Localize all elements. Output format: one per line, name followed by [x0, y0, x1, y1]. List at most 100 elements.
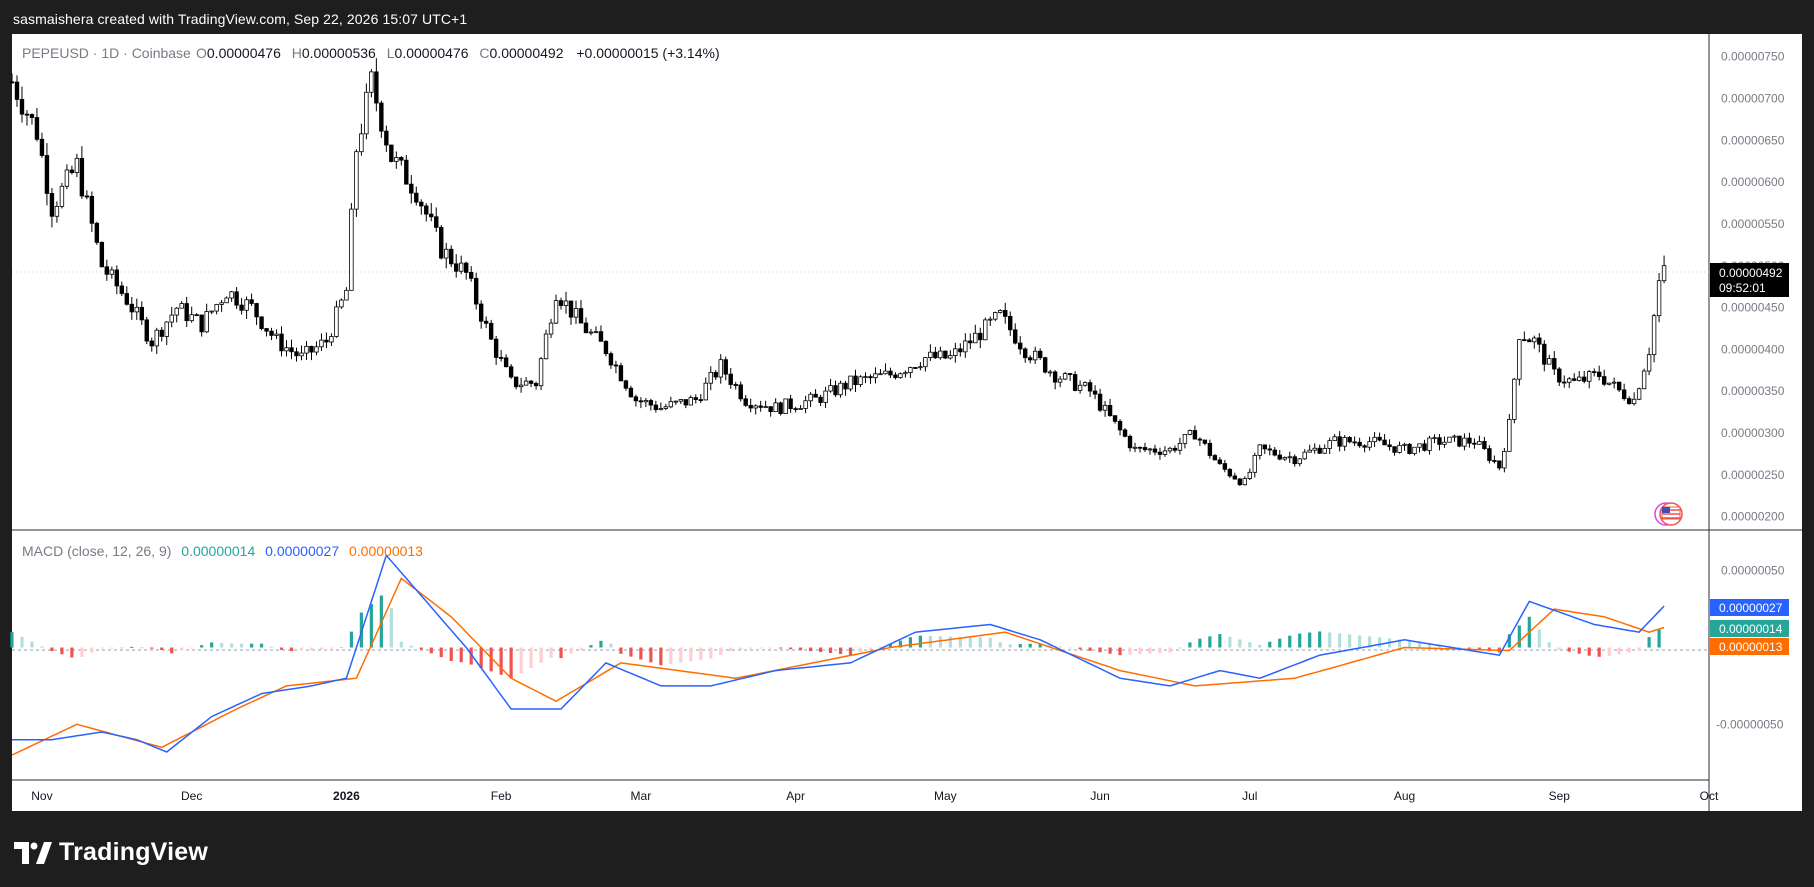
- candle-body: [1312, 447, 1317, 451]
- histogram-bar: [1547, 642, 1551, 648]
- candle-body: [19, 99, 25, 115]
- histogram-bar: [70, 647, 74, 658]
- candle: [119, 281, 125, 297]
- symbol-label[interactable]: PEPEUSD · 1D · Coinbase: [22, 45, 191, 61]
- time-axis[interactable]: Nov Dec 2026 Feb Mar Apr May Jun Jul Aug Sep Oct: [31, 789, 1719, 803]
- macd-histogram-series: [10, 595, 1661, 679]
- time-tick-label: May: [934, 789, 957, 803]
- candle-body: [703, 382, 708, 401]
- candle: [1646, 347, 1652, 376]
- candle: [463, 261, 469, 280]
- candle-body: [1297, 458, 1302, 465]
- candle-body: [124, 293, 129, 305]
- candle: [1596, 365, 1602, 381]
- candle: [199, 314, 204, 337]
- candle-body: [878, 373, 883, 376]
- histogram-bar: [1557, 647, 1561, 650]
- time-tick-label: Oct: [1700, 789, 1719, 803]
- candle: [638, 397, 644, 409]
- candle-body: [1327, 440, 1332, 449]
- histogram-bar: [759, 647, 763, 649]
- candle: [1237, 477, 1243, 487]
- candle: [304, 340, 309, 360]
- candle: [184, 296, 189, 327]
- candle-body: [44, 155, 50, 194]
- candle-body: [848, 375, 853, 390]
- candle-body: [1197, 438, 1203, 441]
- candle: [429, 202, 434, 222]
- histogram-bar: [1407, 640, 1412, 648]
- tradingview-logo-text: TradingView: [59, 838, 209, 866]
- tradingview-logo[interactable]: TradingView: [14, 838, 208, 867]
- price-tick-label: 0.00000650: [1721, 133, 1785, 147]
- candle: [658, 402, 664, 411]
- histogram-bar: [1078, 647, 1082, 650]
- histogram-bar: [1208, 636, 1212, 648]
- candle: [399, 156, 404, 166]
- candle-body: [1302, 451, 1307, 460]
- candle-body: [404, 159, 409, 185]
- candle-body: [344, 289, 349, 301]
- histogram-bar: [619, 647, 623, 654]
- time-tick-label: Mar: [631, 789, 652, 803]
- histogram-bar: [259, 643, 264, 648]
- candle: [19, 86, 25, 123]
- histogram-bar: [509, 647, 513, 679]
- price-tick-label: 0.00000750: [1721, 50, 1785, 64]
- candle-body: [359, 133, 364, 153]
- candle: [763, 400, 768, 409]
- us-flag-event-icon[interactable]: [1654, 502, 1683, 526]
- candle-body: [808, 393, 813, 402]
- candle-body: [1572, 378, 1577, 381]
- histogram-bar: [649, 647, 653, 663]
- candle: [1157, 447, 1163, 460]
- candle: [34, 108, 40, 142]
- candle: [768, 406, 773, 417]
- chart-frame[interactable]: [12, 34, 1802, 811]
- macd-axis[interactable]: 0.00000050 -0.00000050: [1716, 564, 1785, 732]
- candle-body: [459, 262, 464, 272]
- candle: [154, 327, 159, 354]
- candle: [888, 367, 893, 378]
- histogram-bar: [439, 647, 443, 658]
- candle: [1132, 442, 1138, 453]
- candle-body: [1621, 389, 1627, 400]
- candle-body: [1636, 388, 1642, 400]
- histogram-bar: [220, 642, 224, 648]
- candle-body: [1492, 460, 1497, 462]
- price-tick-label: 0.00000300: [1721, 426, 1785, 440]
- histogram-bar: [609, 643, 613, 648]
- candle-body: [818, 396, 823, 403]
- candle: [793, 406, 798, 413]
- candle-body: [1447, 436, 1452, 443]
- candle: [1477, 435, 1482, 445]
- candle: [1452, 434, 1457, 442]
- macd-legend[interactable]: MACD (close, 12, 26, 9) 0.00000014 0.000…: [22, 543, 423, 559]
- candle-body: [558, 300, 564, 306]
- candle: [508, 363, 514, 379]
- candle: [1502, 447, 1507, 473]
- macd-line: [12, 553, 1665, 753]
- candle: [898, 372, 903, 379]
- candle: [633, 394, 639, 407]
- candle-body: [1357, 441, 1362, 447]
- candle-body: [1472, 442, 1477, 445]
- candle-body: [638, 400, 644, 403]
- candle-body: [204, 311, 209, 333]
- candle-body: [1157, 451, 1163, 455]
- candle-body: [1502, 450, 1507, 469]
- histogram-bar: [339, 646, 344, 648]
- candle-body: [1032, 350, 1038, 361]
- candle: [543, 329, 549, 360]
- candle-body: [284, 347, 289, 352]
- candle-body: [538, 358, 544, 387]
- tradingview-logo-icon: [14, 841, 52, 864]
- price-axis[interactable]: 0.00000750 0.00000700 0.00000650 0.00000600…: [1721, 50, 1785, 524]
- candle-body: [144, 319, 149, 342]
- candle-body: [1342, 437, 1347, 447]
- candle-body: [14, 81, 20, 100]
- candle: [1427, 435, 1432, 455]
- histogram-bar: [539, 647, 543, 663]
- candle-body: [239, 304, 244, 311]
